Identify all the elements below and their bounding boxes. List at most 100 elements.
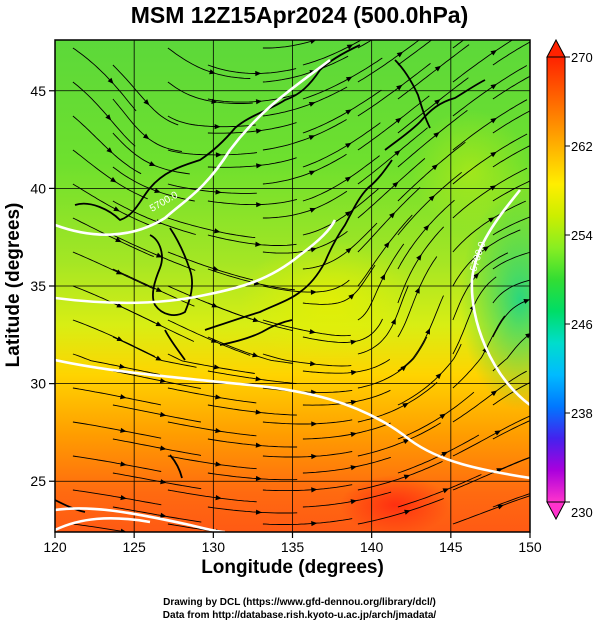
- streamline-arrowhead: [383, 241, 390, 249]
- streamline-arrowhead: [255, 475, 262, 482]
- streamline-arrowhead: [160, 512, 167, 518]
- streamline-arrowhead: [435, 373, 442, 380]
- streamline: [397, 226, 445, 304]
- streamline: [72, 421, 162, 439]
- streamline-arrowhead: [396, 51, 404, 58]
- streamline: [262, 153, 347, 185]
- credits: Drawing by DCL (https://www.gfd-dennou.o…: [0, 596, 599, 622]
- credit-data: Data from http://database.rish.kyoto-u.a…: [162, 610, 437, 621]
- colorbar-tick-label: 230: [571, 505, 593, 520]
- streamline-arrowhead: [490, 151, 497, 158]
- streamline-arrowhead: [215, 428, 222, 434]
- streamline: [397, 171, 462, 236]
- streamline: [397, 474, 482, 508]
- streamline: [492, 145, 530, 168]
- streamline: [262, 451, 353, 458]
- streamline: [302, 89, 382, 134]
- streamline: [357, 127, 428, 185]
- streamline-arrowhead: [256, 163, 263, 169]
- streamline-arrowhead: [155, 355, 162, 361]
- streamline-arrowhead: [255, 99, 263, 105]
- streamline-arrowhead: [345, 109, 352, 115]
- streamline-arrowhead: [431, 164, 438, 171]
- streamline: [262, 86, 348, 117]
- streamline-arrowhead: [402, 402, 409, 409]
- streamline: [72, 251, 155, 290]
- streamline: [302, 264, 376, 305]
- streamline: [452, 133, 528, 185]
- y-tick-label: 30: [30, 376, 46, 392]
- streamline-arrowhead: [404, 509, 411, 515]
- streamline-arrowhead: [482, 246, 490, 252]
- streamline-arrowhead: [308, 101, 316, 107]
- streamline: [492, 110, 530, 134]
- streamline-arrowhead: [344, 211, 352, 217]
- streamline-arrowhead: [414, 287, 420, 294]
- streamline: [72, 47, 137, 112]
- streamline: [112, 98, 182, 152]
- streamline: [397, 391, 475, 440]
- x-axis: 120 125 130 135 140 145 150: [43, 532, 542, 555]
- streamline-arrowhead: [497, 504, 504, 510]
- streamline-arrowhead: [311, 487, 318, 493]
- y-axis: 25 30 35 40 45: [30, 83, 55, 489]
- streamline: [492, 41, 530, 66]
- streamline-arrowhead: [494, 430, 501, 436]
- colorbar-tick-label: 238: [571, 406, 593, 421]
- streamline: [397, 110, 468, 168]
- streamline: [452, 99, 528, 151]
- streamline: [357, 40, 420, 83]
- streamline: [397, 40, 433, 66]
- streamline: [112, 404, 201, 423]
- streamline-arrows: [105, 40, 530, 532]
- streamline-arrowhead: [160, 479, 167, 485]
- streamline: [302, 389, 391, 406]
- streamline-arrowhead: [309, 328, 316, 335]
- streamline: [302, 122, 381, 168]
- streamline: [492, 279, 530, 304]
- streamline: [207, 506, 298, 514]
- streamline-arrowhead: [433, 132, 440, 138]
- streamline: [167, 353, 255, 374]
- streamline: [492, 333, 530, 372]
- streamline: [452, 495, 530, 525]
- streamline-arrowhead: [490, 390, 498, 397]
- colorbar-tick-label: 270: [571, 50, 593, 65]
- streamline: [72, 353, 161, 376]
- streamline: [207, 157, 297, 168]
- streamline: [112, 472, 202, 490]
- streamline: [302, 359, 391, 374]
- colorbar-tick-label: 246: [571, 317, 593, 332]
- coastlines: [55, 44, 486, 513]
- streamline: [452, 167, 528, 219]
- streamline: [72, 489, 162, 506]
- streamline-arrowhead: [489, 185, 497, 191]
- streamline: [357, 158, 426, 219]
- colorbar-tick-label: 254: [571, 228, 593, 243]
- streamline: [357, 40, 373, 49]
- streamline: [452, 456, 530, 491]
- streamline: [167, 489, 257, 503]
- colorbar-min-triangle: [546, 501, 566, 521]
- streamline-arrowhead: [403, 439, 410, 444]
- streamline: [167, 149, 258, 156]
- streamline: [452, 40, 514, 83]
- streamline-arrowhead: [213, 364, 221, 370]
- streamline-arrowhead: [255, 241, 262, 247]
- streamline-arrowhead: [308, 135, 316, 141]
- streamline-arrowhead: [252, 317, 260, 323]
- streamline: [72, 387, 161, 406]
- streamline: [357, 422, 441, 457]
- streamline-arrowhead: [350, 339, 357, 345]
- chart-title: MSM 12Z15Apr2024 (500.0hPa): [130, 2, 469, 28]
- streamline-arrowhead: [154, 188, 161, 194]
- streamline-arrowhead: [523, 299, 530, 304]
- streamline: [167, 47, 251, 79]
- streamline: [207, 198, 298, 206]
- streamline: [207, 472, 298, 481]
- streamline-arrowhead: [425, 328, 430, 335]
- streamline-arrowhead: [442, 488, 450, 494]
- streamline-arrowhead: [209, 69, 216, 75]
- x-tick-label: 125: [122, 539, 146, 555]
- x-tick-label: 120: [43, 539, 67, 555]
